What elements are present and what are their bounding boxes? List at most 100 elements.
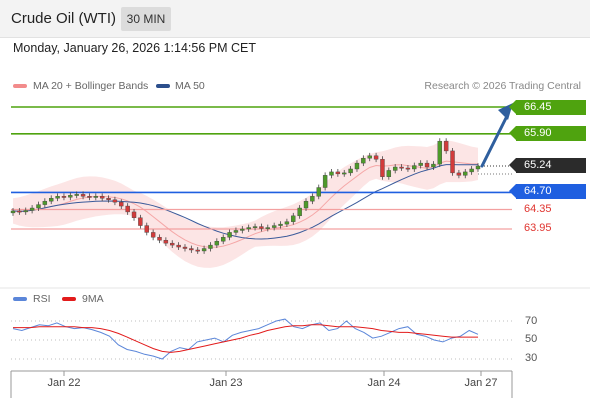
candle: [424, 160, 430, 170]
candle: [201, 245, 207, 254]
candle: [23, 207, 28, 215]
candle: [233, 227, 239, 236]
candle: [373, 152, 379, 163]
candle: [252, 223, 258, 231]
candle: [392, 164, 398, 174]
candle: [106, 195, 111, 203]
candle: [61, 193, 67, 201]
candle: [354, 160, 360, 172]
candle: [246, 224, 251, 232]
candle: [74, 191, 79, 199]
candle: [150, 229, 156, 241]
candle: [80, 191, 86, 200]
candle: [412, 162, 417, 172]
candle: [221, 234, 226, 245]
candle: [348, 166, 353, 176]
bollinger-legend-swatch: [13, 84, 27, 88]
candle: [297, 205, 302, 219]
datetime-label: Monday, January 26, 2026 1:14:56 PM CET: [13, 41, 256, 55]
candle: [310, 193, 315, 205]
candle: [17, 208, 22, 215]
candle: [431, 161, 436, 170]
candle: [475, 163, 481, 172]
candle: [163, 237, 169, 247]
candle: [463, 168, 468, 179]
candle: [284, 218, 290, 228]
research-credit: Research © 2026 Trading Central: [424, 80, 581, 92]
candle: [418, 160, 423, 169]
candle: [99, 193, 105, 202]
candle: [195, 247, 200, 254]
bollinger-band: [13, 140, 478, 268]
candle: [42, 198, 48, 208]
rsi-tick-50: 50: [525, 333, 538, 345]
ma9-legend-label: 9MA: [82, 293, 104, 305]
ma9-legend-swatch: [62, 297, 76, 301]
ma50-legend-swatch: [156, 84, 170, 88]
candle: [399, 164, 404, 171]
x-tick-jan-27: Jan 27: [464, 377, 498, 389]
candle: [265, 224, 270, 232]
resistance-2-badge: 66.45: [509, 100, 586, 115]
candle: [131, 208, 137, 221]
candle: [29, 205, 35, 214]
candle: [87, 193, 92, 201]
resistance-1-badge: 65.90: [509, 126, 586, 141]
candle: [138, 214, 143, 229]
pivot-badge: 64.70: [509, 184, 586, 199]
candle: [144, 222, 149, 236]
candle: [214, 238, 220, 249]
instrument-title: Crude Oil (WTI): [11, 10, 116, 27]
chart-header: Crude Oil (WTI) 30 MIN: [0, 0, 590, 38]
ma50-legend-label: MA 50: [175, 80, 205, 92]
candle: [303, 198, 309, 211]
last-price-badge: 65.24: [509, 158, 586, 173]
candle: [437, 138, 442, 168]
candle: [329, 168, 334, 179]
candle: [380, 156, 385, 180]
bollinger-legend-label: MA 20 + Bollinger Bands: [33, 80, 149, 92]
support-1-label: 64.35: [524, 203, 552, 215]
rsi-ma9-line: [13, 324, 478, 353]
candle: [125, 203, 130, 215]
candle: [271, 222, 277, 231]
rsi-legend-label: RSI: [33, 293, 51, 305]
candle: [10, 208, 16, 216]
candle: [55, 193, 60, 202]
x-tick-jan-24: Jan 24: [367, 377, 401, 389]
candle: [291, 212, 296, 225]
candle: [93, 193, 99, 201]
candle: [335, 168, 341, 177]
candle: [189, 245, 194, 253]
projection-arrow: [480, 114, 509, 168]
candle: [322, 172, 328, 191]
candle: [36, 201, 41, 211]
candle: [68, 192, 73, 201]
candle: [227, 229, 232, 241]
candle: [112, 196, 118, 206]
candle: [259, 223, 264, 232]
candle: [176, 242, 181, 250]
rsi-tick-30: 30: [525, 352, 538, 364]
candle: [316, 184, 321, 200]
candle: [278, 221, 283, 229]
candle: [456, 169, 462, 179]
candle: [49, 195, 54, 205]
ma50-line: [12, 164, 479, 240]
rsi-tick-70: 70: [525, 315, 538, 327]
candle: [342, 169, 347, 177]
candle: [450, 147, 455, 176]
candle: [208, 242, 213, 252]
candle: [240, 226, 245, 234]
rsi-legend-swatch: [13, 297, 27, 301]
timeframe-button[interactable]: 30 MIN: [121, 7, 171, 31]
x-tick-jan-23: Jan 23: [209, 377, 243, 389]
candle: [119, 199, 124, 209]
x-tick-jan-22: Jan 22: [47, 377, 81, 389]
candle: [443, 138, 449, 154]
candle: [182, 244, 188, 252]
candle: [386, 167, 392, 180]
candle: [469, 166, 474, 175]
candle: [170, 240, 175, 249]
